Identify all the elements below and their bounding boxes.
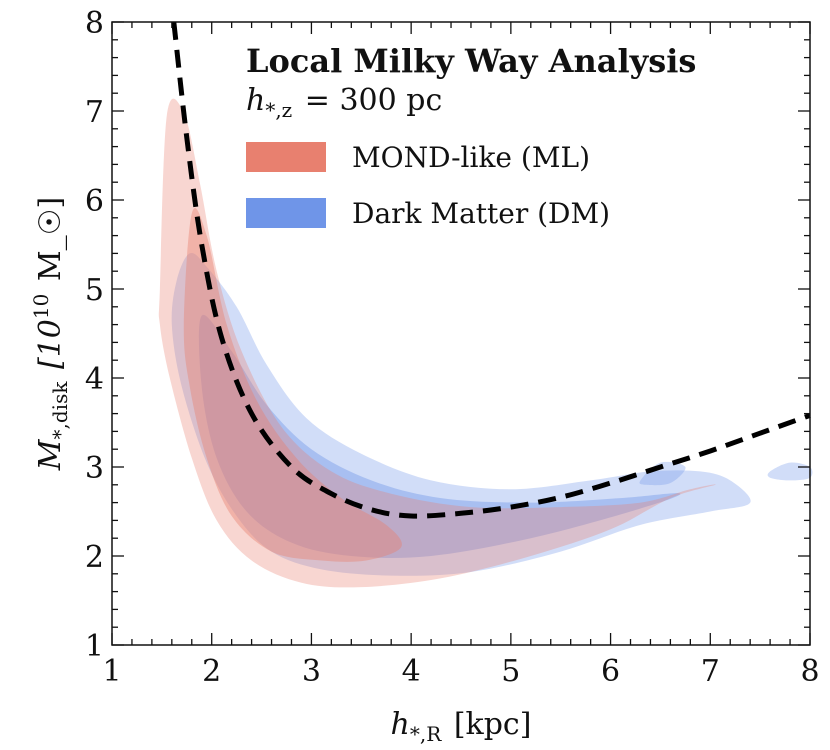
x-tick-label: 3 [302,654,321,689]
y-tick-label: 6 [85,184,104,219]
x-tick-label: 7 [701,654,720,689]
x-tick-label: 6 [601,654,620,689]
legend-subtitle: h*,z = 300 pc [246,83,442,122]
legend-label-dm: Dark Matter (DM) [352,197,610,230]
y-tick-label: 8 [85,6,104,41]
y-tick-label: 2 [85,540,104,575]
x-tick-label: 1 [102,654,121,689]
contour-dm-inner-1 [198,314,681,558]
x-tick-label: 5 [501,654,520,689]
y-axis-title: M*,disk [1010 M_☉] [29,197,72,471]
contour-dm-outer-0 [171,252,751,576]
legend-swatch-dm [246,198,326,228]
y-tick-label: 3 [85,451,104,486]
curve-layer [171,21,811,519]
y-tick-label: 5 [85,273,104,308]
legend-title: Local Milky Way Analysis [246,42,696,80]
legend-label-ml: MOND-like (ML) [352,141,590,174]
x-tick-label: 4 [402,654,421,689]
contour-dm-island-3 [639,461,686,486]
y-tick-label: 4 [85,362,104,397]
plot-frame [111,21,811,646]
contour-dm-island-2 [767,462,813,481]
x-tick-label: 8 [800,654,819,689]
y-tick-label: 1 [85,629,104,664]
tick-labels: 1 2 3 4 5 6 7 8 1 2 3 4 5 6 7 8 [85,6,820,689]
axis-ticks [111,21,811,646]
dashed-model-curve [171,21,811,519]
x-tick-label: 2 [202,654,221,689]
y-tick-label: 7 [85,95,104,130]
contour-ml-outer-0 [158,98,716,588]
legend: Local Milky Way Analysis h*,z = 300 pc M… [246,42,696,230]
contour-ml-inner-1 [183,207,402,562]
contour-regions [158,98,813,588]
x-axis-title: h*,R [kpc] [391,707,532,746]
legend-swatch-ml [246,142,326,172]
